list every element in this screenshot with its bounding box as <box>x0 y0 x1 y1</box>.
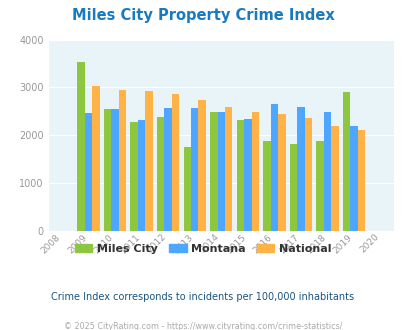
Text: Crime Index corresponds to incidents per 100,000 inhabitants: Crime Index corresponds to incidents per… <box>51 292 354 302</box>
Bar <box>130 122 138 231</box>
Bar <box>198 100 205 231</box>
Bar <box>236 120 243 231</box>
Bar <box>145 91 152 231</box>
Bar <box>77 62 85 231</box>
Bar <box>217 112 224 231</box>
Bar <box>277 114 285 231</box>
Bar <box>164 108 171 231</box>
Bar <box>183 147 190 231</box>
Bar <box>85 113 92 231</box>
Text: Miles City Property Crime Index: Miles City Property Crime Index <box>71 8 334 23</box>
Bar <box>92 85 100 231</box>
Text: © 2025 CityRating.com - https://www.cityrating.com/crime-statistics/: © 2025 CityRating.com - https://www.city… <box>64 322 341 330</box>
Bar <box>104 109 111 231</box>
Bar <box>270 104 277 231</box>
Bar <box>315 141 323 231</box>
Bar <box>357 130 364 231</box>
Bar <box>119 90 126 231</box>
Bar <box>350 126 357 231</box>
Bar <box>330 126 338 231</box>
Bar <box>138 120 145 231</box>
Bar <box>262 141 270 231</box>
Bar <box>210 112 217 231</box>
Legend: Miles City, Montana, National: Miles City, Montana, National <box>70 240 335 258</box>
Bar <box>289 144 296 231</box>
Bar <box>251 112 258 231</box>
Bar <box>342 92 350 231</box>
Bar <box>224 107 232 231</box>
Bar <box>243 119 251 231</box>
Bar <box>171 94 179 231</box>
Bar <box>304 118 311 231</box>
Bar <box>157 117 164 231</box>
Bar <box>323 112 330 231</box>
Bar <box>111 109 119 231</box>
Bar <box>296 107 304 231</box>
Bar <box>190 108 198 231</box>
